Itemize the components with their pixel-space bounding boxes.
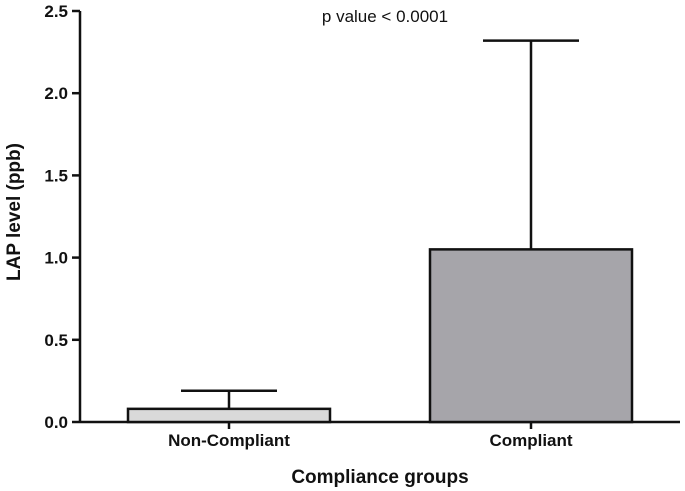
annotation-pvalue: p value < 0.0001 bbox=[322, 7, 448, 26]
bar-non-compliant bbox=[126, 407, 332, 424]
y-tick-label-2: 1.0 bbox=[44, 249, 68, 268]
x-axis-title: Compliance groups bbox=[291, 467, 468, 488]
y-tick-label-0: 0.0 bbox=[44, 413, 68, 432]
x-tick-label-1: Compliant bbox=[489, 431, 572, 450]
x-tick-label-0: Non-Compliant bbox=[168, 431, 290, 450]
y-tick-label-1: 0.5 bbox=[44, 331, 68, 350]
labels: 0.0 0.5 1.0 1.5 2.0 2.5 Non-Compliant Compliant bbox=[44, 2, 573, 450]
y-axis-title: LAP level (ppb) bbox=[4, 143, 25, 281]
bar-compliant bbox=[428, 248, 634, 424]
bars bbox=[126, 39, 634, 424]
y-tick-label-5: 2.5 bbox=[44, 2, 68, 21]
y-tick-label-4: 2.0 bbox=[44, 84, 68, 103]
y-tick-label-3: 1.5 bbox=[44, 166, 68, 185]
